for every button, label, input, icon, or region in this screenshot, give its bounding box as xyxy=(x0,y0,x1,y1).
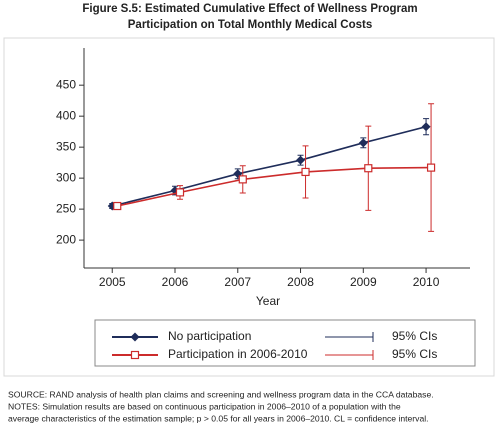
data-point xyxy=(238,175,247,184)
chart-frame xyxy=(3,37,495,377)
legend-label: No participation xyxy=(168,329,251,343)
y-tick-label: 400 xyxy=(56,108,76,122)
x-tick-label: 2010 xyxy=(413,275,440,289)
legend-ci-label: 95% CIs xyxy=(392,347,437,361)
y-tick-label: 450 xyxy=(56,77,76,91)
chart-title: Participation on Total Monthly Medical C… xyxy=(128,19,373,31)
data-point xyxy=(364,164,373,173)
legend-ci xyxy=(325,332,374,342)
y-tick-label: 350 xyxy=(56,139,76,153)
x-axis-label: Year xyxy=(256,294,280,308)
legend-marker xyxy=(130,332,140,342)
legend-ci xyxy=(325,350,374,360)
data-point xyxy=(421,122,431,132)
x-tick-label: 2006 xyxy=(162,275,189,289)
footnote: average characteristics of the estimatio… xyxy=(8,413,429,423)
y-tick-label: 250 xyxy=(56,201,76,215)
x-tick-label: 2009 xyxy=(350,275,377,289)
x-tick-label: 2005 xyxy=(99,275,126,289)
data-point xyxy=(296,155,306,165)
legend-ci-label: 95% CIs xyxy=(392,329,437,343)
chart-title: Figure S.5: Estimated Cumulative Effect … xyxy=(82,3,417,15)
data-point xyxy=(113,201,122,211)
footnote: NOTES: Simulation results are based on c… xyxy=(8,401,401,411)
legend-box xyxy=(94,319,476,367)
y-tick-label: 200 xyxy=(56,232,76,246)
data-point xyxy=(301,167,310,177)
series-line xyxy=(112,125,427,207)
legend-marker xyxy=(130,350,140,360)
footnote: SOURCE: RAND analysis of health plan cla… xyxy=(8,389,434,399)
x-tick-label: 2007 xyxy=(224,275,251,289)
data-point xyxy=(358,138,368,148)
legend-label: Participation in 2006-2010 xyxy=(168,347,308,361)
data-point xyxy=(426,163,436,172)
series-line xyxy=(117,166,432,207)
y-tick-label: 300 xyxy=(56,170,76,184)
x-tick-label: 2008 xyxy=(287,275,314,289)
data-point xyxy=(175,188,185,197)
